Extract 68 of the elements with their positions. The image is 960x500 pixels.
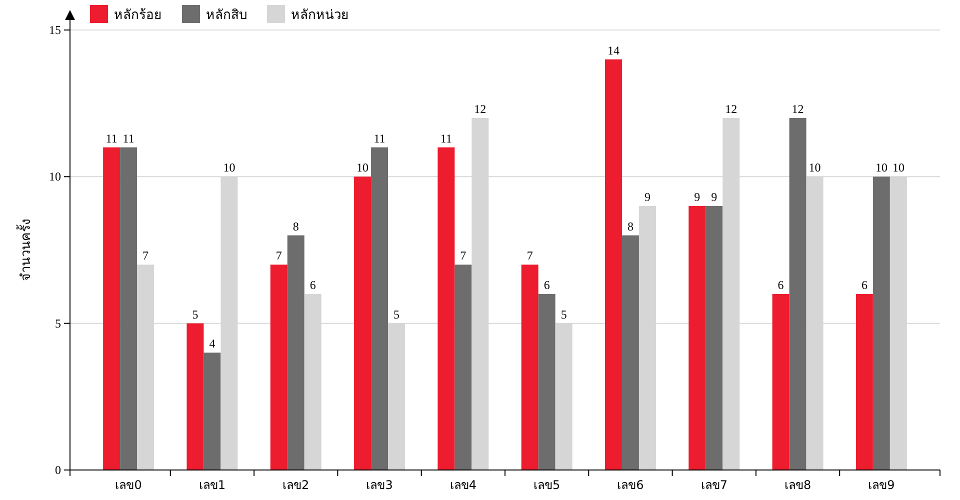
- data-label: 11: [440, 131, 452, 146]
- data-label: 7: [526, 248, 533, 263]
- y-axis-title: จำนวนครั้ง: [16, 219, 34, 281]
- bar: [120, 147, 138, 470]
- bar: [354, 176, 372, 470]
- bar: [371, 147, 388, 470]
- legend-label: หลักร้อย: [114, 8, 162, 23]
- data-label: 8: [627, 219, 634, 234]
- x-tick-label: เลข7: [700, 478, 728, 492]
- bar: [706, 206, 723, 470]
- data-label: 10: [875, 160, 888, 175]
- data-label: 6: [778, 278, 784, 292]
- bar: [622, 235, 639, 470]
- data-label: 7: [276, 248, 282, 263]
- x-tick-label: เลข8: [784, 478, 812, 492]
- bar: [872, 176, 890, 470]
- y-tick-label: 0: [55, 463, 61, 477]
- data-label: 6: [544, 278, 550, 292]
- bar: [688, 206, 706, 470]
- data-label: 6: [861, 278, 868, 292]
- data-label: 5: [192, 307, 198, 322]
- bar: [538, 294, 556, 470]
- data-label: 11: [122, 131, 134, 146]
- data-label: 11: [106, 131, 118, 146]
- data-label: 11: [374, 131, 386, 146]
- y-tick-label: 5: [55, 316, 61, 330]
- data-label: 7: [142, 248, 149, 263]
- data-label: 9: [711, 190, 718, 204]
- data-label: 9: [694, 190, 700, 204]
- data-label: 12: [725, 102, 738, 116]
- x-tick-label: เลข3: [366, 478, 393, 492]
- y-tick-label: 10: [49, 170, 61, 184]
- data-label: 12: [474, 102, 486, 116]
- x-tick-label: เลข1: [198, 478, 226, 492]
- bar: [604, 59, 622, 470]
- legend-label: หลักหน่วย: [291, 8, 349, 23]
- bar: [287, 235, 304, 470]
- data-label: 5: [560, 307, 567, 322]
- data-label: 9: [644, 190, 650, 204]
- x-tick-label: เลข4: [450, 478, 476, 492]
- bar: [454, 264, 472, 470]
- legend-label: หลักสิบ: [206, 8, 247, 23]
- y-tick-label: 15: [49, 23, 61, 37]
- bar: [270, 264, 288, 470]
- data-label: 12: [792, 102, 804, 116]
- x-tick-label: เลข6: [617, 478, 644, 492]
- bar: [856, 294, 873, 470]
- bar: [103, 147, 120, 470]
- bar: [521, 264, 538, 470]
- data-label: 14: [607, 43, 620, 58]
- data-label: 10: [808, 160, 821, 175]
- bar: [204, 352, 221, 470]
- data-label: 10: [356, 160, 369, 175]
- data-label: 5: [394, 307, 400, 322]
- data-label: 10: [892, 160, 904, 175]
- x-tick-label: เลข2: [282, 478, 310, 492]
- bar: [772, 294, 790, 470]
- bar: [789, 118, 806, 470]
- data-label: 7: [460, 248, 466, 263]
- x-tick-label: เลข0: [115, 478, 142, 492]
- x-tick-label: เลข5: [534, 478, 560, 492]
- x-tick-label: เลข9: [868, 478, 895, 492]
- bar: [186, 323, 204, 470]
- data-label: 6: [310, 278, 316, 292]
- data-label: 4: [209, 336, 216, 351]
- data-label: 8: [292, 219, 299, 234]
- bar: [438, 147, 455, 470]
- data-label: 10: [223, 160, 236, 175]
